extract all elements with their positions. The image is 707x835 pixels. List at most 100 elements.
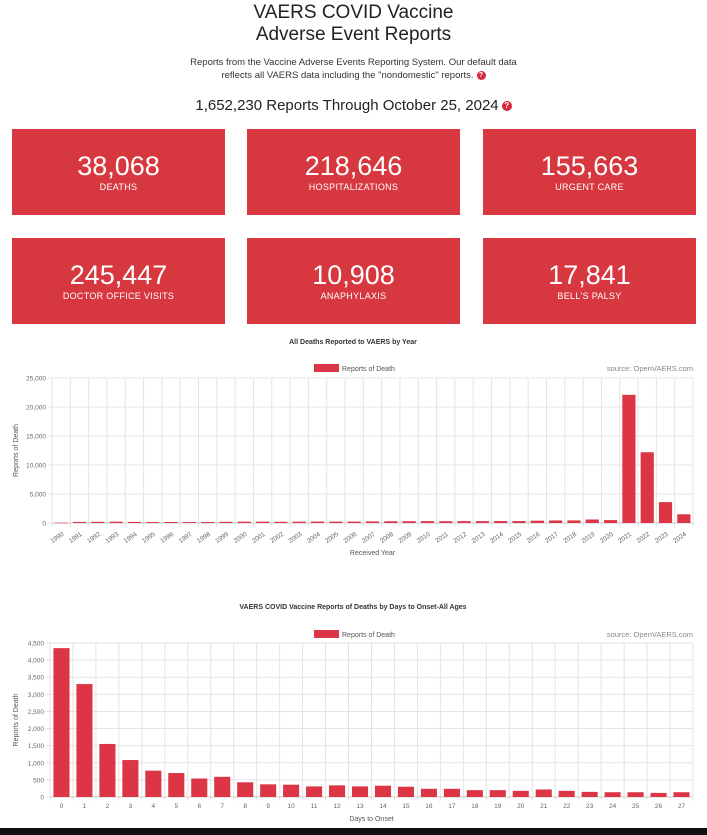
x-tick-label: 7: [220, 803, 224, 810]
bar: [535, 789, 552, 797]
y-axis-title: Reports of Death: [13, 693, 20, 746]
chart-title: All Deaths Reported to VAERS by Year: [289, 339, 417, 346]
bar: [237, 782, 254, 797]
x-tick-label: 8: [243, 803, 247, 810]
y-axis-title: Reports of Death: [13, 424, 20, 477]
x-tick-label: 2015: [507, 531, 523, 545]
x-tick-label: 1999: [214, 531, 230, 545]
y-tick-label: 3,000: [28, 692, 45, 699]
subtitle-line1: Reports from the Vaccine Adverse Events …: [190, 57, 517, 68]
stat-value: 10,908: [312, 260, 395, 290]
x-tick-label: 2022: [635, 531, 651, 545]
bar: [72, 521, 87, 523]
x-tick-label: 18: [471, 803, 479, 810]
bar: [475, 521, 489, 523]
x-tick-label: 17: [448, 803, 456, 810]
x-tick-label: 24: [609, 803, 617, 810]
bar: [283, 784, 300, 797]
bar: [306, 786, 323, 797]
x-tick-label: 3: [129, 803, 133, 810]
bar: [347, 521, 361, 523]
bar: [365, 521, 380, 523]
bar: [489, 790, 506, 797]
x-tick-label: 11: [311, 803, 318, 810]
bar: [329, 521, 343, 523]
y-tick-label: 15,000: [26, 434, 46, 441]
stat-value: 17,841: [548, 260, 631, 290]
stat-label: DEATHS: [99, 182, 138, 192]
stat-card-deaths: 38,068 DEATHS: [12, 129, 225, 215]
y-tick-label: 20,000: [26, 405, 46, 412]
stat-value: 38,068: [77, 151, 160, 181]
legend-swatch: [314, 364, 339, 372]
y-tick-label: 4,000: [28, 658, 45, 665]
x-tick-label: 2000: [233, 531, 249, 545]
bar: [622, 394, 636, 523]
bar: [673, 792, 690, 797]
bar: [274, 521, 288, 523]
x-tick-label: 20: [517, 803, 525, 810]
bar: [351, 786, 369, 797]
bar: [567, 520, 581, 523]
chart-deaths-by-year: All Deaths Reported to VAERS by Year Repo…: [13, 339, 694, 557]
x-axis-title: Days to Onset: [349, 816, 393, 823]
stat-label: URGENT CARE: [555, 182, 624, 192]
help-icon[interactable]: ?: [476, 70, 486, 80]
help-icon[interactable]: ?: [501, 101, 512, 112]
x-tick-label: 13: [356, 803, 364, 810]
bar: [439, 521, 453, 523]
x-tick-label: 2014: [489, 531, 505, 545]
page-title: VAERS COVID Vaccine Adverse Event Report…: [0, 2, 707, 46]
bar: [76, 684, 93, 797]
x-tick-label: 2003: [288, 531, 304, 545]
bar: [604, 792, 621, 797]
page-title-line1: VAERS COVID Vaccine: [253, 2, 454, 23]
bar: [466, 790, 483, 797]
x-tick-label: 2019: [581, 531, 597, 545]
x-tick-label: 0: [60, 803, 64, 810]
x-axis-title: Received Year: [350, 550, 396, 557]
bar: [219, 521, 233, 523]
x-tick-label: 1995: [141, 531, 157, 545]
reports-total: 1,652,230 Reports Through October 25, 20…: [0, 97, 707, 114]
bar: [640, 452, 654, 523]
subtitle-line2-text: reflects all VAERS data including the "n…: [221, 70, 474, 81]
x-tick-label: 2004: [306, 531, 322, 545]
y-tick-label: 25,000: [26, 376, 46, 383]
bar: [127, 521, 142, 523]
bar: [99, 743, 116, 797]
bar: [168, 773, 185, 797]
chart-title: VAERS COVID Vaccine Reports of Deaths by…: [239, 604, 466, 611]
y-tick-label: 2,500: [28, 709, 45, 716]
bar: [54, 522, 68, 524]
chart-deaths-by-days-to-onset: VAERS COVID Vaccine Reports of Deaths by…: [13, 604, 694, 823]
bar: [164, 522, 178, 523]
bar: [420, 521, 435, 523]
stat-card-anaphylaxis: 10,908 ANAPHYLAXIS: [247, 238, 460, 324]
stat-card-bells-palsy: 17,841 BELL'S PALSY: [483, 238, 696, 324]
x-tick-label: 2001: [251, 531, 267, 545]
stat-value: 245,447: [69, 260, 168, 290]
bar: [384, 521, 398, 523]
bar: [146, 522, 160, 523]
x-tick-label: 2006: [342, 531, 358, 545]
x-tick-label: 1997: [178, 531, 194, 545]
x-tick-label: 25: [632, 803, 640, 810]
x-tick-label: 5: [174, 803, 178, 810]
stat-card-urgent-care: 155,663 URGENT CARE: [483, 129, 696, 215]
x-tick-label: 2020: [599, 531, 615, 545]
x-tick-label: 1991: [68, 531, 84, 545]
bar: [558, 790, 575, 797]
bar: [549, 520, 563, 523]
bar: [658, 502, 673, 523]
legend-swatch: [314, 630, 339, 638]
x-tick-label: 12: [333, 803, 341, 810]
x-tick-label: 16: [425, 803, 433, 810]
bar: [530, 520, 544, 523]
bar: [310, 521, 325, 523]
x-tick-label: 22: [563, 803, 571, 810]
x-tick-label: 2011: [434, 531, 450, 545]
x-tick-label: 2010: [416, 531, 432, 545]
x-tick-label: 1990: [49, 531, 65, 545]
stat-label: ANAPHYLAXIS: [320, 291, 387, 301]
